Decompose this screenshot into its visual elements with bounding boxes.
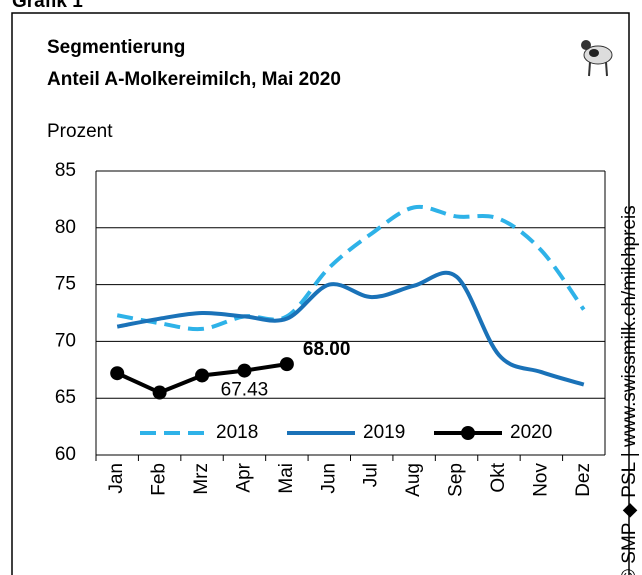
chart-title: Segmentierung — [47, 37, 185, 58]
page-label: Grafik 1 — [12, 0, 83, 12]
x-tick-label: Mrz — [191, 463, 212, 495]
point — [110, 366, 124, 380]
y-tick-label: 70 — [55, 330, 76, 351]
cow-icon — [581, 40, 612, 76]
y-tick-label: 75 — [55, 274, 76, 295]
line-series — [117, 207, 584, 329]
point — [195, 368, 209, 382]
x-tick-label: Feb — [149, 463, 170, 496]
point — [237, 364, 251, 378]
x-tick-label: Apr — [233, 462, 254, 492]
y-axis-label: Prozent — [47, 121, 113, 142]
legend-label: 2019 — [363, 422, 405, 443]
x-tick-label: Dez — [573, 463, 594, 497]
chart: Grafik 1 Segmentierung Anteil A-Molkerei… — [0, 0, 642, 575]
x-tick-label: Mai — [276, 463, 297, 494]
y-tick-label: 85 — [55, 160, 76, 181]
x-tick-label: Okt — [488, 462, 509, 492]
data-label: 67.43 — [221, 380, 269, 401]
line-series — [117, 273, 584, 385]
x-tick-label: Jun — [318, 463, 339, 494]
x-tick-label: Nov — [530, 463, 551, 497]
x-tick-label: Jan — [106, 463, 127, 494]
source-note: © SMP ◆ PSL | www.swissmilk.ch/milchprei… — [619, 205, 640, 575]
point — [153, 386, 167, 400]
point — [280, 357, 294, 371]
chart-subtitle: Anteil A-Molkereimilch, Mai 2020 — [47, 69, 341, 90]
legend-label: 2018 — [216, 422, 258, 443]
y-tick-label: 60 — [55, 444, 76, 465]
x-tick-label: Jul — [361, 463, 382, 487]
y-tick-label: 80 — [55, 217, 76, 238]
y-tick-label: 65 — [55, 387, 76, 408]
x-tick-label: Sep — [446, 463, 467, 497]
data-label: 68.00 — [303, 339, 351, 360]
legend-label: 2020 — [510, 422, 552, 443]
legend-marker — [461, 426, 475, 440]
x-tick-label: Aug — [403, 463, 424, 497]
